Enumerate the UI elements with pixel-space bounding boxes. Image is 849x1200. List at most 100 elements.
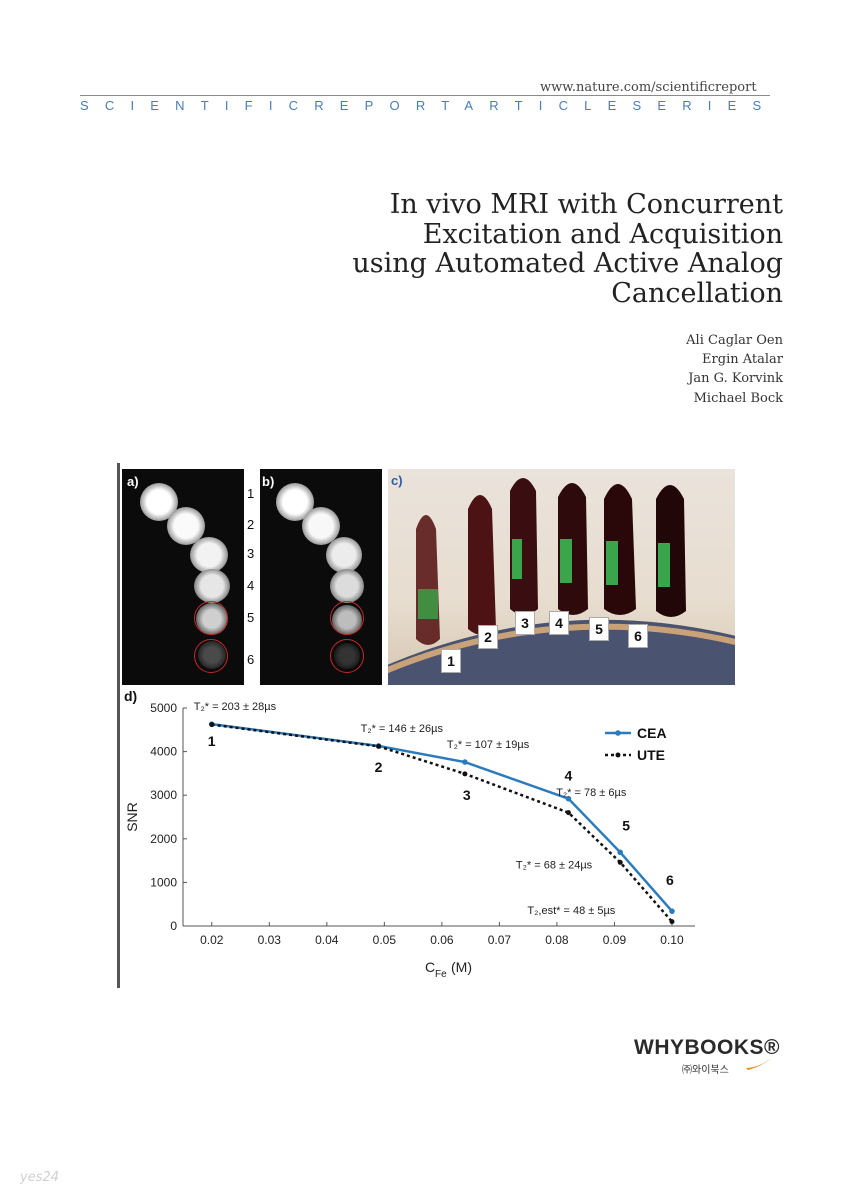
- x-axis-label-subscript: Fe: [435, 969, 447, 980]
- point-number-label: 4: [564, 768, 572, 784]
- annotation-label: T₂,est* = 48 ± 5µs: [527, 905, 615, 917]
- data-point-ute: [462, 771, 468, 777]
- x-tick-label: 0.06: [430, 933, 454, 947]
- vial-4: [558, 483, 588, 615]
- roi-circle: [330, 601, 364, 635]
- series-line-cea: [211, 722, 673, 913]
- data-point-cea: [462, 759, 468, 765]
- panel-label: b): [262, 474, 275, 489]
- x-tick-label: 0.08: [545, 933, 569, 947]
- author-name: Michael Bock: [693, 391, 783, 406]
- panel-label: c): [391, 473, 403, 488]
- logo-swoosh-icon: [746, 1058, 772, 1070]
- x-axis-label: C: [425, 959, 435, 975]
- vial-label: 1: [441, 649, 461, 673]
- data-point-ute: [209, 722, 215, 728]
- roi-circle: [194, 639, 228, 673]
- y-tick-label: 1000: [150, 875, 177, 889]
- x-tick-label: 0.10: [660, 933, 684, 947]
- x-tick-label: 0.03: [258, 933, 282, 947]
- vial-1: [416, 515, 440, 645]
- holder-ring: [388, 619, 735, 685]
- data-point-ute: [669, 919, 675, 925]
- annotation-label: T₂* = 203 ± 28µs: [194, 701, 277, 713]
- roi-circle: [194, 601, 228, 635]
- annotation-label: T₂* = 78 ± 6µs: [556, 787, 627, 799]
- vial-label: 3: [515, 611, 535, 635]
- data-point-cea: [565, 795, 572, 802]
- sample-spot: [194, 569, 230, 603]
- vial-6: [656, 485, 686, 617]
- point-number-label: 6: [666, 872, 674, 888]
- data-point-ute: [617, 859, 623, 865]
- y-axis-label: SNR: [124, 802, 140, 832]
- point-number-label: 1: [208, 733, 216, 749]
- vial-label: 5: [589, 617, 609, 641]
- vial-5: [604, 484, 636, 615]
- roi-circle: [330, 639, 364, 673]
- figure-side-rule: [117, 463, 120, 988]
- data-point-cea: [617, 849, 624, 856]
- author-name: Jan G. Korvink: [688, 371, 783, 386]
- publisher-subtitle: ㈜와이북스: [682, 1065, 729, 1076]
- author-name: Ali Caglar Oen: [686, 333, 783, 348]
- sample-number: 6: [247, 652, 255, 667]
- data-point-ute: [565, 810, 571, 816]
- panel-label: a): [127, 474, 139, 489]
- sample-spot: [190, 537, 228, 573]
- title-line: Excitation and Acquisition: [422, 218, 783, 250]
- y-tick-label: 3000: [150, 788, 177, 802]
- x-tick-label: 0.02: [200, 933, 224, 947]
- y-tick-label: 2000: [150, 832, 177, 846]
- data-point-ute: [376, 743, 382, 749]
- publisher-logo: WHYBOOKS®: [634, 1036, 780, 1060]
- series-banner: SCIENTIFICREPORTARTICLESERIES: [80, 98, 778, 113]
- sample-number: 4: [247, 578, 255, 593]
- sample-spot: [326, 537, 362, 573]
- x-tick-label: 0.05: [373, 933, 397, 947]
- book-title: In vivo MRI with Concurrent Excitation a…: [263, 190, 783, 308]
- mri-image-a: a): [122, 469, 244, 685]
- x-tick-label: 0.09: [603, 933, 627, 947]
- annotation-label: T₂* = 146 ± 26µs: [361, 723, 444, 735]
- legend-label-ute: UTE: [637, 747, 665, 763]
- sample-number: 3: [247, 546, 255, 561]
- registered-mark: ®: [764, 1036, 780, 1059]
- y-tick-label: 4000: [150, 745, 177, 759]
- logo-name: WHYBOOKS: [634, 1036, 764, 1059]
- vial-label: 6: [628, 624, 648, 648]
- x-axis-unit: (M): [451, 959, 472, 975]
- sample-number: 1: [247, 486, 255, 501]
- title-line: In vivo MRI with Concurrent: [389, 189, 783, 220]
- point-number-label: 2: [375, 759, 383, 775]
- annotation-label: T₂* = 107 ± 19µs: [447, 739, 530, 751]
- series-line-ute: [211, 723, 673, 923]
- journal-url: www.nature.com/scientificreport: [540, 80, 757, 95]
- title-line: Cancellation: [611, 277, 783, 309]
- legend-marker-cea: [615, 730, 621, 736]
- vial-label: 4: [549, 611, 569, 635]
- header-rule: [80, 95, 770, 96]
- legend-marker-ute: [615, 752, 621, 758]
- point-number-label: 3: [463, 787, 471, 803]
- data-point-cea: [669, 908, 675, 914]
- vial-label: 2: [478, 625, 498, 649]
- title-line: using Automated Active Analog: [352, 248, 783, 279]
- y-tick-label: 5000: [150, 701, 177, 715]
- mri-image-b: b): [260, 469, 382, 685]
- sample-spot: [330, 569, 364, 603]
- vial-2: [468, 495, 496, 635]
- x-tick-label: 0.07: [488, 933, 512, 947]
- sample-number: 5: [247, 610, 255, 625]
- sample-number: 2: [247, 517, 255, 532]
- watermark: yes24: [20, 1170, 60, 1185]
- point-number-label: 5: [622, 817, 630, 833]
- author-name: Ergin Atalar: [702, 352, 783, 367]
- x-tick-label: 0.04: [315, 933, 339, 947]
- vial-3: [510, 478, 538, 615]
- snr-chart: 0 1000 2000 3000 4000 5000 0.02 0.03 0.04 0.05 0.0…: [124, 701, 695, 980]
- panel-label: d): [124, 688, 138, 704]
- legend-label-cea: CEA: [637, 725, 667, 741]
- vial-photo: 1 2 3 4 5 6 c): [388, 469, 735, 685]
- annotation-label: T₂* = 68 ± 24µs: [516, 859, 593, 871]
